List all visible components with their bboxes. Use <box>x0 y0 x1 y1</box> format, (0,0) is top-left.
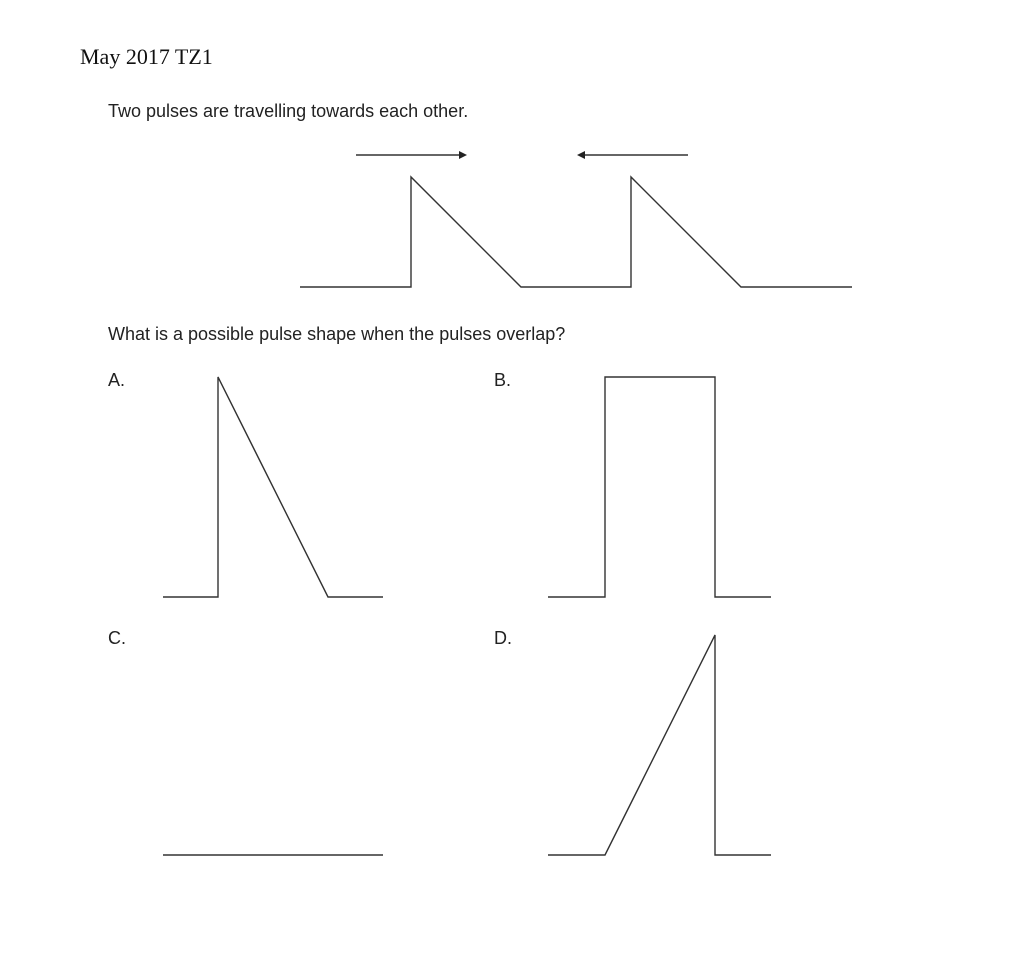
option-c-label[interactable]: C. <box>108 628 126 648</box>
page-title: May 2017 TZ1 <box>80 44 213 69</box>
option-a-waveform <box>163 376 383 598</box>
arrow-left-icon <box>577 151 688 159</box>
initial-pulses-waveform <box>300 175 852 288</box>
option-b-waveform <box>548 376 771 598</box>
option-d-waveform <box>548 634 771 856</box>
arrow-right-icon <box>356 151 467 159</box>
option-a-label[interactable]: A. <box>108 370 126 390</box>
question-intro-text: Two pulses are travelling towards each o… <box>108 101 469 121</box>
option-d-label[interactable]: D. <box>494 628 512 648</box>
option-b-label[interactable]: B. <box>494 370 512 390</box>
question-prompt-text: What is a possible pulse shape when the … <box>108 324 566 344</box>
